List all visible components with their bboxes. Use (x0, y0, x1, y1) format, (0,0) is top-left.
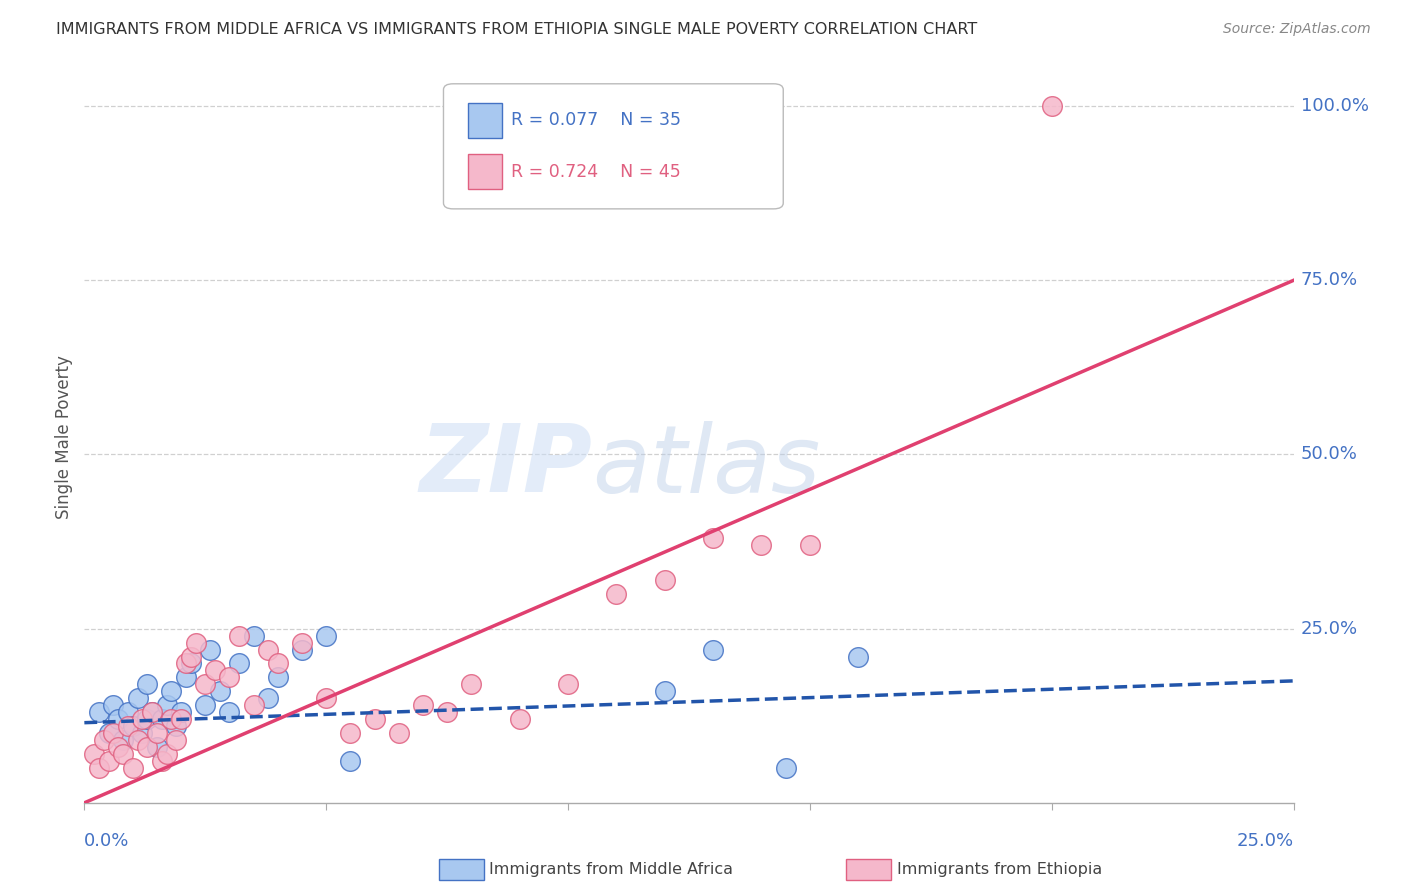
Point (141, 705, 163, 719)
Point (170, 705, 193, 719)
Point (136, 677, 159, 691)
Text: Immigrants from Middle Africa: Immigrants from Middle Africa (489, 863, 734, 877)
Point (121, 719, 143, 733)
Point (180, 649, 202, 664)
Point (180, 657, 202, 671)
Point (242, 629, 264, 643)
Point (165, 733, 187, 747)
Bar (468, 154, 502, 189)
Text: 0.0%: 0.0% (84, 832, 129, 850)
Point (228, 657, 250, 671)
Point (267, 670, 290, 684)
Point (97, 726, 120, 740)
Point (460, 677, 482, 691)
Point (291, 642, 314, 657)
Point (194, 677, 217, 691)
Point (170, 712, 193, 726)
Point (117, 705, 139, 719)
Point (87, 761, 110, 775)
Bar (468, 103, 502, 138)
Text: Source: ZipAtlas.com: Source: ZipAtlas.com (1223, 22, 1371, 37)
Point (87, 705, 110, 719)
Text: IMMIGRANTS FROM MIDDLE AFRICA VS IMMIGRANTS FROM ETHIOPIA SINGLE MALE POVERTY CO: IMMIGRANTS FROM MIDDLE AFRICA VS IMMIGRA… (56, 22, 977, 37)
Text: Immigrants from Ethiopia: Immigrants from Ethiopia (897, 863, 1102, 877)
Point (103, 726, 125, 740)
Point (412, 698, 434, 713)
Point (150, 754, 173, 768)
Point (155, 698, 177, 713)
Point (141, 705, 163, 719)
Point (208, 684, 231, 698)
Point (165, 719, 187, 733)
Point (204, 664, 226, 678)
Point (155, 747, 177, 761)
Point (112, 733, 135, 747)
Point (103, 698, 125, 713)
Point (557, 677, 579, 691)
Point (339, 726, 361, 740)
Text: 100.0%: 100.0% (1301, 97, 1368, 115)
Point (93, 733, 115, 747)
Point (267, 657, 290, 671)
Point (654, 684, 676, 698)
Point (257, 642, 280, 657)
Point (339, 754, 361, 768)
Point (117, 719, 139, 733)
Text: 75.0%: 75.0% (1301, 271, 1358, 289)
Point (1040, 99, 1063, 113)
Point (198, 642, 221, 657)
Point (131, 712, 153, 726)
Point (228, 629, 250, 643)
Point (702, 531, 724, 545)
Text: ZIP: ZIP (419, 420, 592, 512)
Point (146, 740, 169, 755)
FancyBboxPatch shape (443, 84, 783, 209)
Point (107, 712, 129, 726)
Text: R = 0.077    N = 35: R = 0.077 N = 35 (512, 112, 681, 129)
Point (174, 657, 197, 671)
Point (363, 712, 385, 726)
Text: 25.0%: 25.0% (1236, 832, 1294, 850)
Point (121, 761, 143, 775)
Point (291, 635, 314, 649)
Y-axis label: Single Male Poverty: Single Male Poverty (55, 355, 73, 519)
Point (242, 698, 264, 713)
Point (218, 705, 240, 719)
Point (388, 726, 411, 740)
Text: 25.0%: 25.0% (1301, 620, 1358, 638)
Point (702, 642, 724, 657)
Point (160, 684, 183, 698)
Point (184, 635, 207, 649)
Point (436, 705, 458, 719)
Point (107, 740, 129, 755)
Point (194, 698, 217, 713)
Point (775, 761, 797, 775)
Point (160, 712, 183, 726)
Text: atlas: atlas (592, 421, 821, 512)
Point (654, 573, 676, 587)
Text: 50.0%: 50.0% (1301, 445, 1357, 464)
Point (131, 726, 153, 740)
Point (799, 538, 821, 552)
Point (112, 747, 135, 761)
Point (97, 754, 120, 768)
Point (136, 740, 159, 755)
Point (150, 712, 173, 726)
Point (846, 649, 869, 664)
Point (83, 747, 105, 761)
Point (136, 712, 159, 726)
Point (509, 712, 531, 726)
Point (751, 538, 773, 552)
Point (315, 691, 337, 706)
Point (127, 733, 149, 747)
Point (257, 691, 280, 706)
Point (174, 670, 197, 684)
Point (127, 691, 149, 706)
Point (146, 726, 169, 740)
Point (315, 629, 337, 643)
Text: R = 0.724    N = 45: R = 0.724 N = 45 (512, 162, 681, 180)
Point (605, 587, 627, 601)
Point (218, 670, 240, 684)
